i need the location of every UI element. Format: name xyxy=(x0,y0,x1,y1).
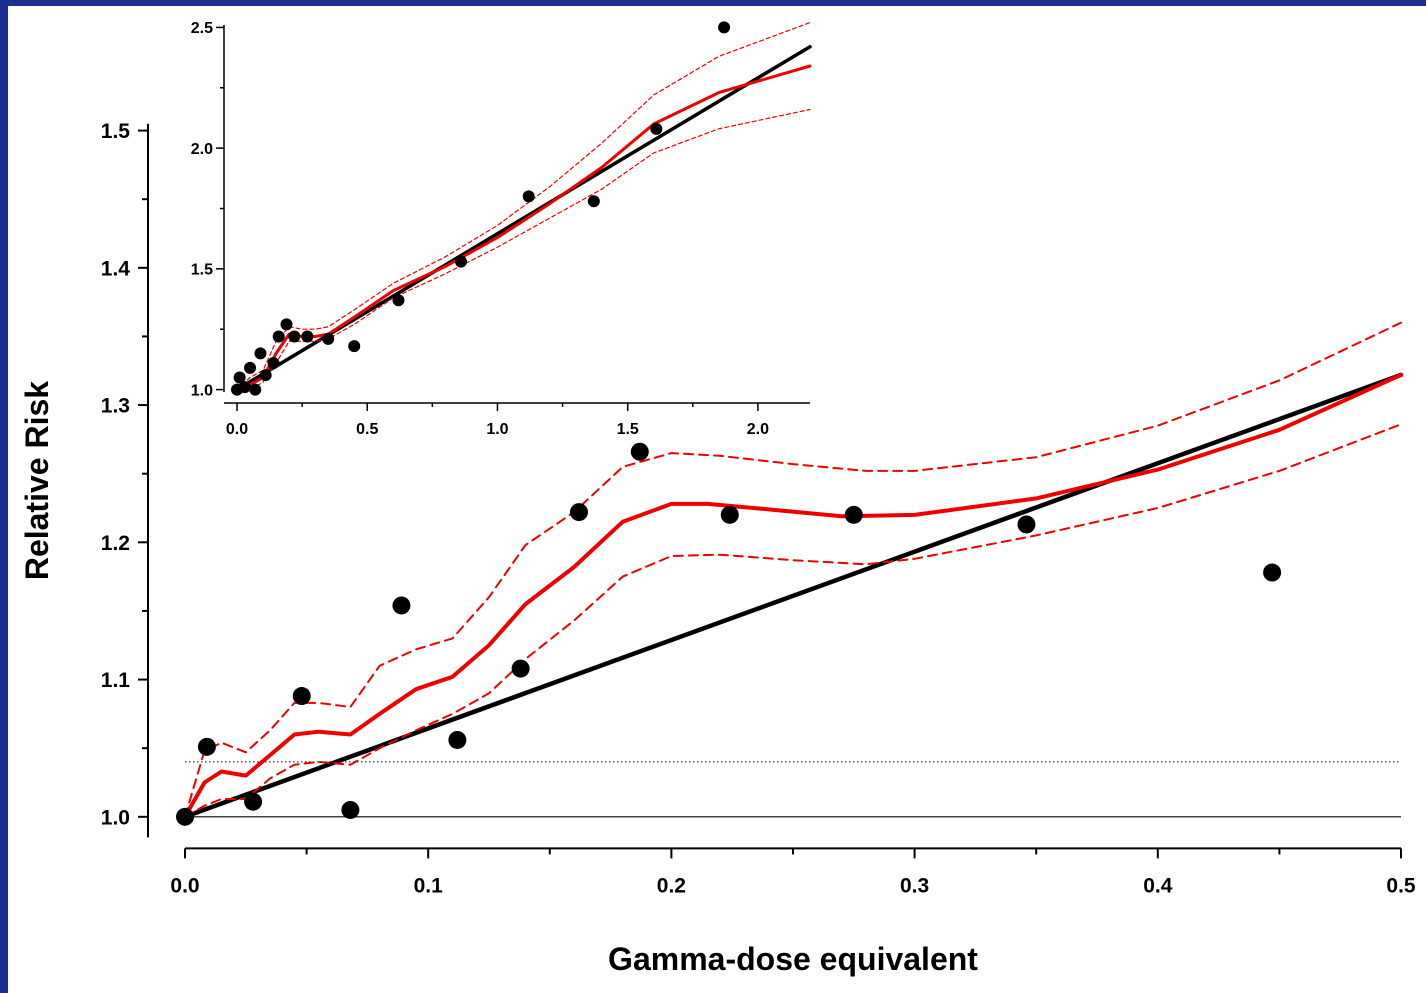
main-data-point xyxy=(1017,515,1036,534)
main-smooth-fit-line xyxy=(183,372,1403,819)
inset-confidence-band-line-3 xyxy=(236,108,811,391)
inset-data-point xyxy=(244,361,257,374)
inset-data-point xyxy=(267,357,280,370)
main-data-point xyxy=(630,442,649,461)
main-data-point xyxy=(244,792,263,811)
inset-data-point xyxy=(522,190,535,203)
main-x-tick-label: 0.2 xyxy=(657,874,686,897)
inset-data-point xyxy=(650,122,663,135)
inset-data-point xyxy=(280,318,293,331)
main-x-tick-label: 0.3 xyxy=(900,874,929,897)
inset-y-tick-label: 2.5 xyxy=(191,20,213,37)
inset-data-point xyxy=(288,330,301,343)
main-confidence-band-line-2 xyxy=(184,321,1402,818)
main-data-point xyxy=(292,687,311,706)
main-data-point xyxy=(1263,563,1282,582)
inset-data-point xyxy=(718,21,731,34)
main-linear-fit-line xyxy=(182,372,1404,820)
inset-data-point xyxy=(392,294,405,307)
main-y-tick-label: 1.1 xyxy=(101,669,131,692)
inset-background xyxy=(180,14,820,439)
main-x-tick-label: 0.0 xyxy=(170,874,199,897)
inset-x-tick-label: 0.0 xyxy=(226,421,248,438)
main-data-point xyxy=(341,800,360,819)
inset-confidence-band-line-2 xyxy=(236,22,811,391)
main-x-tick-label: 0.1 xyxy=(414,874,444,897)
main-y-tick-label: 1.4 xyxy=(101,257,131,280)
main-y-axis-title: Relative Risk xyxy=(19,381,55,580)
inset-x-tick-label: 2.0 xyxy=(747,421,769,438)
main-y-tick-label: 1.5 xyxy=(101,120,131,143)
inset-y-tick-label: 1.5 xyxy=(191,262,213,279)
main-data-point xyxy=(511,659,530,678)
main-y-tick-label: 1.3 xyxy=(101,395,130,418)
inset-data-point xyxy=(301,330,314,343)
inset-x-tick-label: 1.0 xyxy=(486,421,508,438)
inset-x-tick-label: 0.5 xyxy=(356,421,378,438)
main-data-point xyxy=(448,730,467,749)
inset-data-point xyxy=(238,381,251,394)
inset-data-point xyxy=(455,255,468,268)
inset-data-point xyxy=(587,195,600,208)
main-data-point xyxy=(197,737,216,756)
inset-data-point xyxy=(322,332,335,345)
inset-data-point xyxy=(272,330,285,343)
main-data-point xyxy=(720,505,739,524)
main-y-tick-label: 1.0 xyxy=(101,806,130,829)
inset-data-point xyxy=(233,371,246,384)
main-x-axis-title: Gamma-dose equivalent xyxy=(608,941,978,977)
main-data-point xyxy=(392,596,411,615)
inset-y-tick-label: 2.0 xyxy=(191,141,213,158)
inset-data-point xyxy=(249,383,262,396)
inset-x-tick-label: 1.5 xyxy=(617,421,639,438)
inset-data-point xyxy=(254,347,267,360)
main-x-tick-label: 0.4 xyxy=(1143,874,1173,897)
main-y-tick-label: 1.2 xyxy=(101,532,130,555)
inset-y-tick-label: 1.0 xyxy=(191,382,213,399)
main-confidence-band-line-3 xyxy=(184,423,1402,818)
inset-data-point xyxy=(348,340,361,353)
main-x-tick-label: 0.5 xyxy=(1386,874,1416,897)
inset-data-point xyxy=(259,369,272,382)
main-data-point xyxy=(844,505,863,524)
main-data-point xyxy=(569,503,588,522)
main-data-point xyxy=(176,807,194,826)
